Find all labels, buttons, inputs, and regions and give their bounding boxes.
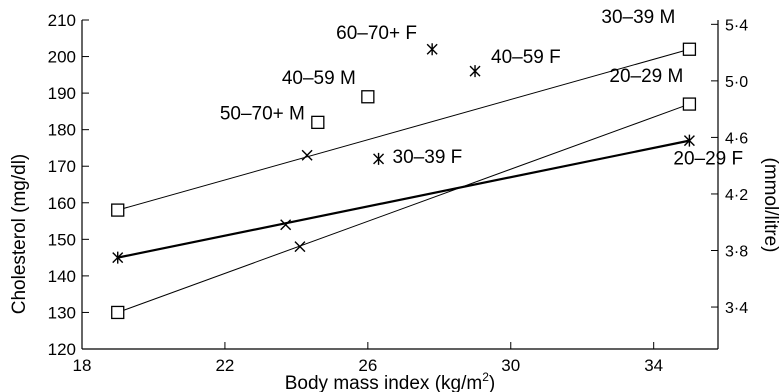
y-tick-label: 200 [48, 48, 76, 67]
y2-tick-label: 3·4 [725, 300, 748, 317]
cross-marker [280, 219, 292, 231]
x-axis-label-text: Body mass index (kg/m [285, 373, 482, 392]
y-tick-label: 120 [48, 340, 76, 359]
square-marker [361, 90, 375, 104]
x-tick-label: 30 [501, 356, 520, 375]
square-marker [111, 203, 125, 217]
point-label: 20–29 M [609, 66, 683, 87]
cross-marker [301, 149, 313, 161]
x-axis-label: Body mass index (kg/m2) [285, 370, 495, 392]
y-tick-label: 180 [48, 121, 76, 140]
point-label: 50–70+ M [220, 103, 305, 124]
data-points [111, 42, 697, 320]
cross-marker [294, 241, 306, 253]
x-axis-label-end: ) [489, 373, 495, 392]
asterisk-marker [373, 152, 385, 165]
regression-lines [117, 48, 690, 313]
point-label: 30–39 F [393, 147, 463, 168]
y-tick-label: 150 [48, 230, 76, 249]
regression-line-1 [117, 48, 690, 211]
x-tick-label: 18 [73, 356, 92, 375]
y-axis-label: Cholesterol (mg/dl) [9, 154, 30, 315]
square-marker [111, 305, 125, 320]
point-label: 40–59 M [282, 68, 356, 89]
asterisk-marker-path [112, 251, 124, 264]
point-labels: 30–39 M 20–29 M 40–59 M 50–70+ M 20–29 F 30–3… [220, 7, 743, 169]
y-tick-label: 190 [48, 84, 76, 103]
square-marker [682, 42, 697, 56]
asterisk-marker-path [683, 134, 695, 147]
y2-tick-label: 5·4 [725, 17, 748, 34]
regression-line-3 [117, 139, 690, 259]
axes: 18 22 26 30 34 120 130 140 150 160 170 180 190 200 210… [48, 11, 749, 375]
y-tick-label: 160 [48, 194, 76, 213]
asterisk-marker-path [426, 43, 438, 56]
y2-tick-label: 4·2 [725, 187, 748, 204]
y2-tick-label: 4·6 [725, 130, 748, 147]
y2-axis-label: (mmol/litre) [760, 158, 781, 253]
point-label: 20–29 F [673, 149, 743, 170]
square-marker [682, 97, 697, 111]
cross-marker-path [294, 241, 306, 253]
y-tick-label: 170 [48, 157, 76, 176]
point-label: 30–39 M [601, 7, 675, 28]
regression-line-2 [117, 103, 690, 313]
y2-tick-label: 5·0 [725, 74, 748, 91]
cross-marker-path [301, 149, 313, 161]
point-label: 60–70+ F [336, 23, 417, 44]
y-tick-label: 140 [48, 267, 76, 286]
point-label: 40–59 F [491, 47, 561, 68]
square-marker [311, 115, 325, 130]
asterisk-marker [469, 65, 481, 78]
x-axis-label-superscript: 2 [482, 370, 489, 384]
x-tick-label: 26 [358, 356, 377, 375]
y2-tick-label: 3·8 [725, 243, 748, 260]
asterisk-marker-path [469, 65, 481, 78]
asterisk-marker [683, 134, 695, 147]
x-tick-label: 22 [215, 356, 234, 375]
cross-marker-path [280, 219, 292, 231]
y-tick-label: 210 [48, 11, 76, 30]
asterisk-marker [426, 43, 438, 56]
y-tick-label: 130 [48, 303, 76, 322]
asterisk-marker-path [373, 152, 385, 165]
asterisk-marker [112, 251, 124, 264]
x-tick-label: 34 [644, 356, 663, 375]
